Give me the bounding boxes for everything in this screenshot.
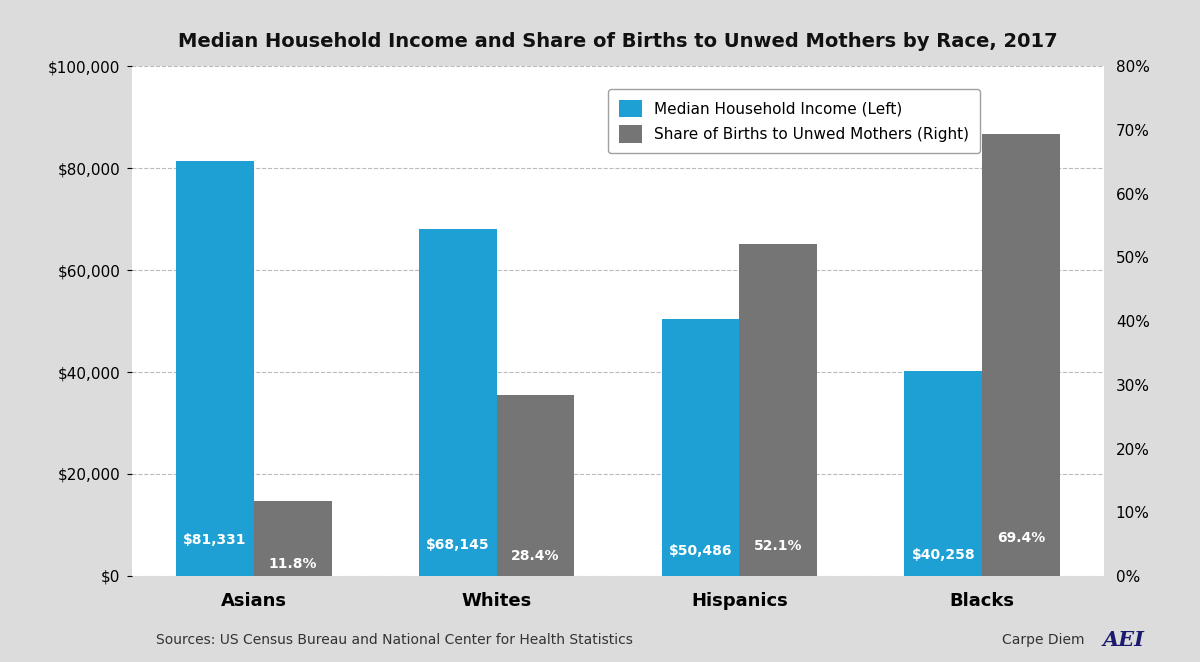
Bar xyxy=(176,162,254,576)
Bar xyxy=(982,134,1060,576)
Text: 69.4%: 69.4% xyxy=(997,531,1045,545)
Text: 28.4%: 28.4% xyxy=(511,549,559,563)
Text: 52.1%: 52.1% xyxy=(754,539,803,553)
Title: Median Household Income and Share of Births to Unwed Mothers by Race, 2017: Median Household Income and Share of Bir… xyxy=(178,32,1058,51)
Text: 11.8%: 11.8% xyxy=(269,557,317,571)
Text: Sources: US Census Bureau and National Center for Health Statistics: Sources: US Census Bureau and National C… xyxy=(156,634,632,647)
Text: $50,486: $50,486 xyxy=(668,544,732,558)
Bar xyxy=(739,244,817,576)
Bar xyxy=(905,371,982,576)
Text: $40,258: $40,258 xyxy=(912,547,976,561)
Bar xyxy=(661,318,739,576)
Text: Carpe Diem: Carpe Diem xyxy=(1002,634,1085,647)
Bar xyxy=(419,228,497,576)
Text: AEI: AEI xyxy=(1103,630,1145,650)
Text: $81,331: $81,331 xyxy=(184,533,247,547)
Legend: Median Household Income (Left), Share of Births to Unwed Mothers (Right): Median Household Income (Left), Share of… xyxy=(608,89,979,154)
Text: $68,145: $68,145 xyxy=(426,538,490,551)
Bar xyxy=(497,395,575,576)
Bar xyxy=(254,500,331,576)
